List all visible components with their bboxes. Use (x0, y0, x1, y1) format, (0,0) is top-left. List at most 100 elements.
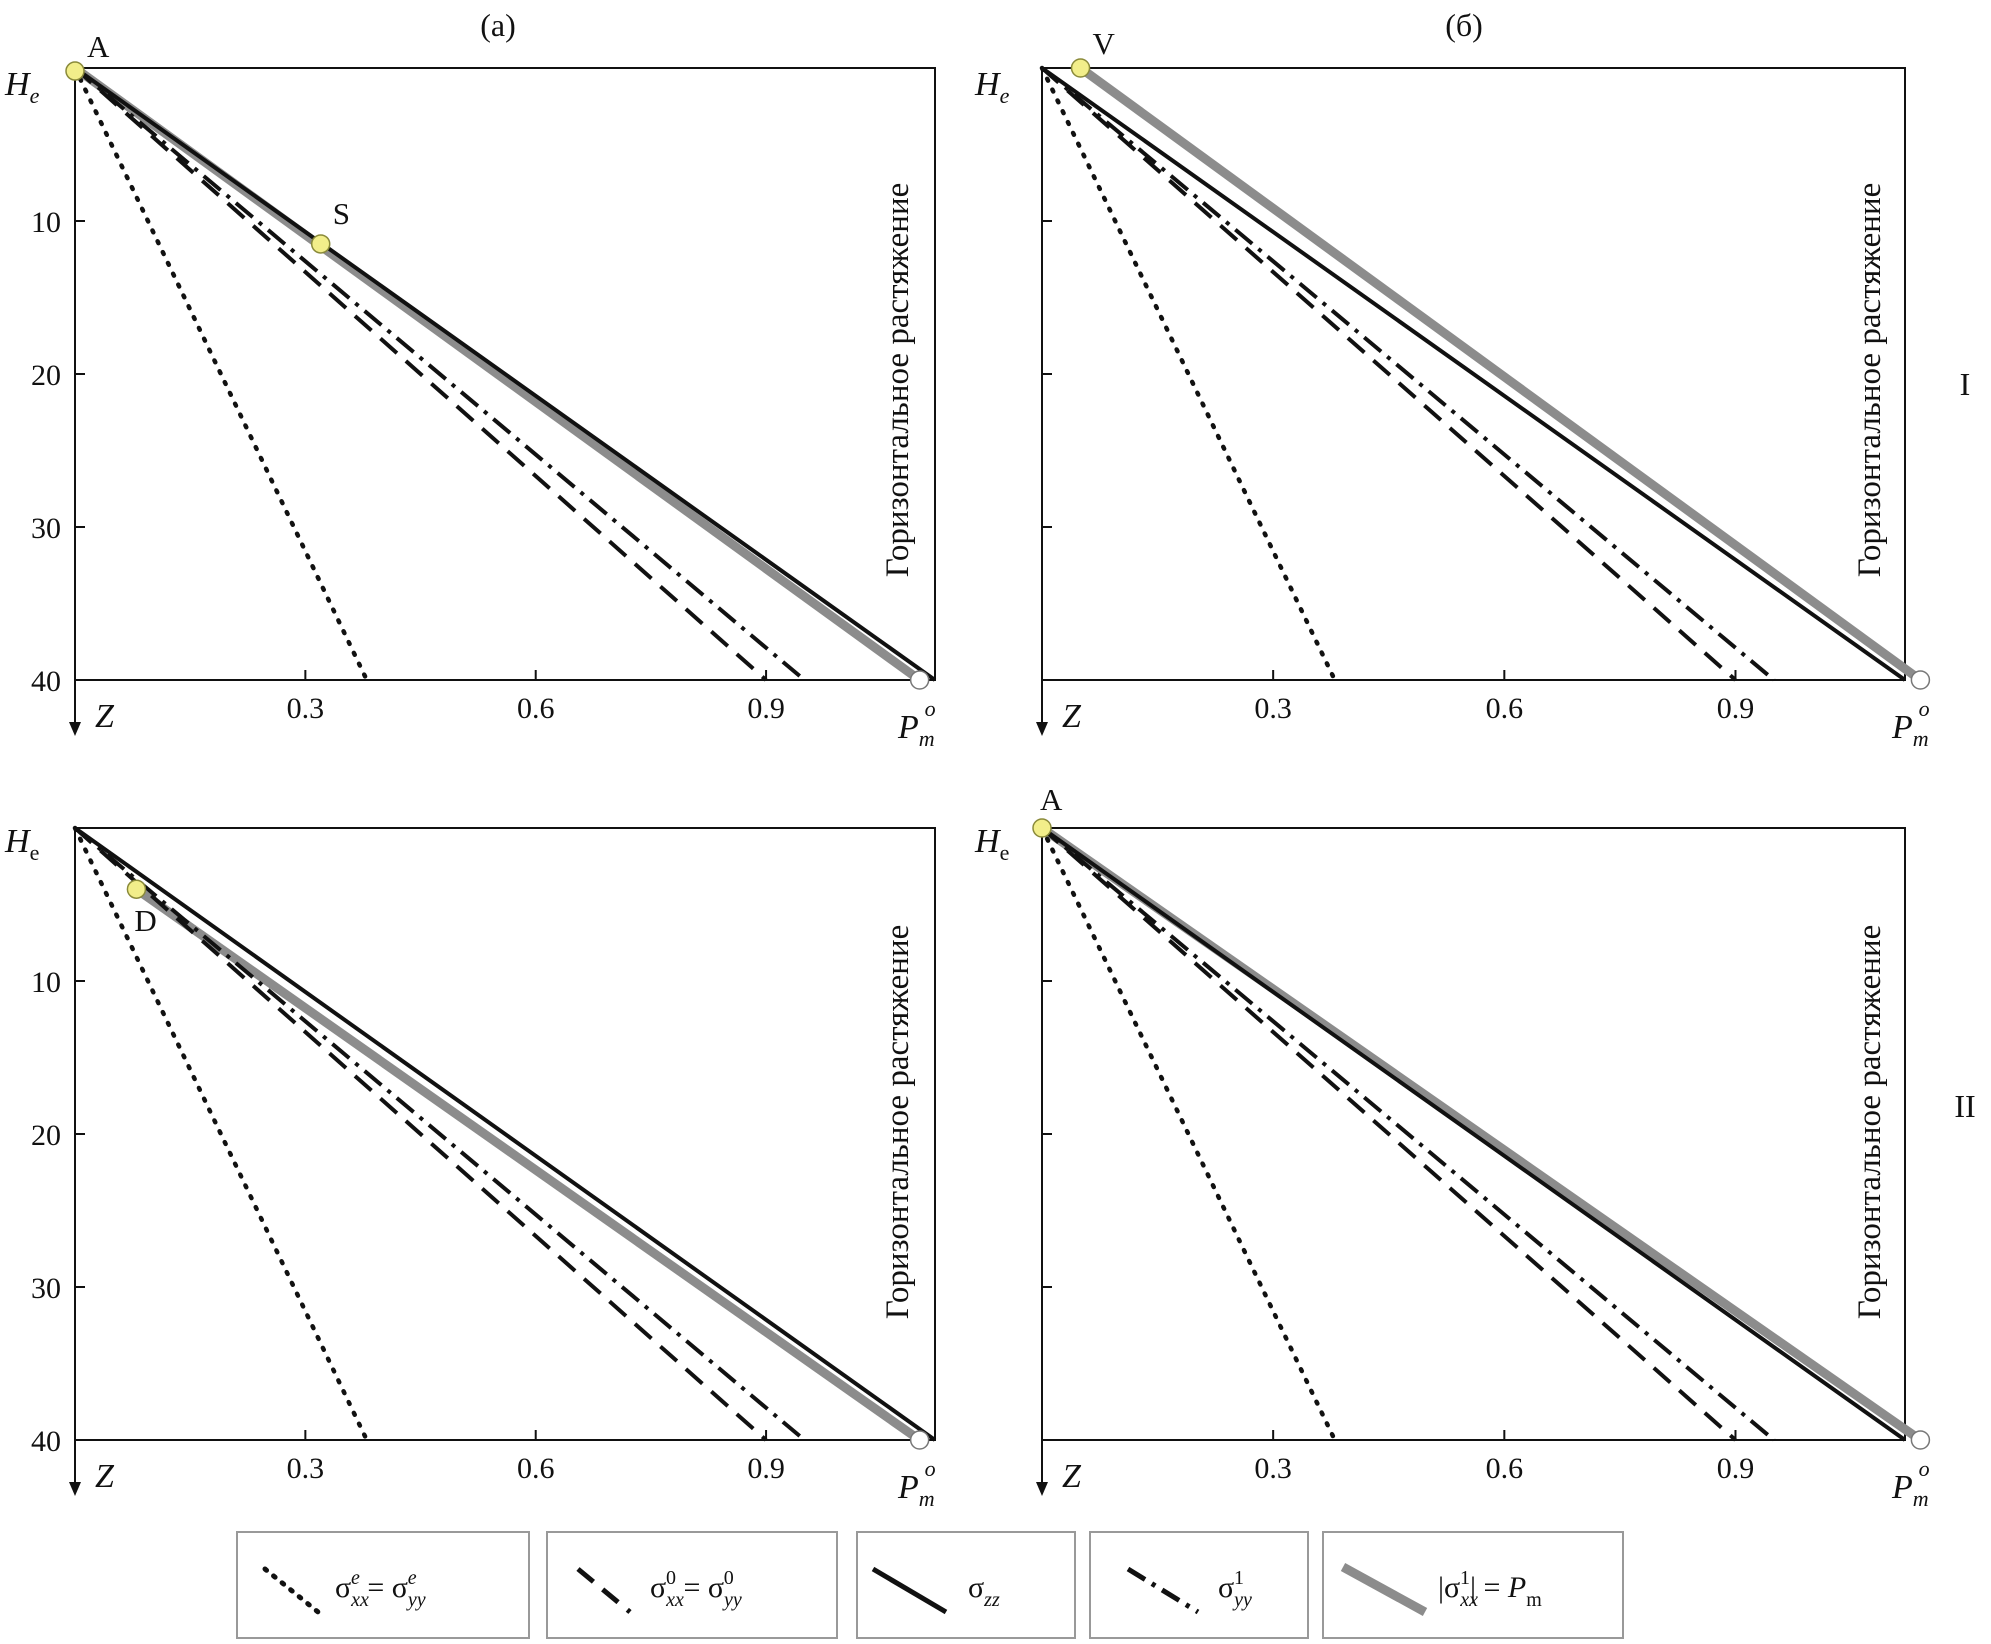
series-line-dashed (1040, 66, 1737, 682)
marker-layer: A (1032, 782, 1931, 1450)
legend-subsup: yy (406, 1589, 426, 1611)
z-axis-label: Z (95, 698, 115, 735)
y-tick-label: 30 (31, 1272, 61, 1305)
marker-layer: AS (65, 29, 930, 690)
legend-text-part: P (1507, 1571, 1526, 1604)
he-label: He (4, 823, 39, 865)
y-tick-label: 20 (31, 1119, 61, 1152)
legend-box (1089, 1531, 1309, 1639)
he-label: He (4, 66, 40, 108)
legend-subsup: 1 (1460, 1567, 1470, 1589)
legend-subsup: 1 (1234, 1567, 1244, 1589)
pm-superscript: o (1919, 1456, 1930, 1481)
series-line-solid (73, 826, 937, 1442)
pm-symbol: P (1891, 709, 1913, 746)
series-layer (72, 64, 937, 684)
x-tick-label: 0.6 (517, 692, 555, 725)
x-tick-label: 0.6 (1486, 692, 1524, 725)
z-axis-arrowhead (1036, 1482, 1048, 1496)
legend-swatch-solid (871, 1566, 948, 1615)
he-label: He (974, 823, 1009, 865)
legend-text-part: = σ (676, 1571, 724, 1604)
legend-swatch-dashed (576, 1567, 632, 1614)
y-tick-label: 10 (31, 206, 61, 239)
series-layer (1039, 824, 1923, 1444)
series-line-gray (133, 885, 923, 1444)
horizontal-stretching-text: Горизонтальное растяжение (1852, 925, 1888, 1320)
pm-label: Pmo (1891, 696, 1930, 751)
x-tick-label: 0.9 (747, 1452, 785, 1485)
legend-box (856, 1531, 1076, 1639)
series-layer (1039, 64, 1924, 684)
open-end-marker (909, 1430, 930, 1450)
legend-subsup: xx (1459, 1589, 1478, 1611)
y-ticks (1042, 220, 1052, 681)
pm-label: Pmo (1891, 1456, 1930, 1511)
series-line-dashed (73, 826, 768, 1442)
legend-item-dashed: σxx0 = σyy0 (546, 1531, 838, 1639)
pm-superscript: o (1919, 696, 1930, 721)
series-line-dashed (1040, 826, 1737, 1442)
open-end-marker (909, 670, 930, 690)
legend-swatch-dotted (262, 1566, 321, 1615)
he-subscript: e (1000, 840, 1010, 865)
x-tick-label: 0.9 (1717, 1452, 1755, 1485)
series-line-dashdot (1040, 826, 1776, 1442)
row-label-1: I (1960, 366, 1971, 402)
legend-label-dotted: σxxe = σyye (335, 1567, 426, 1611)
y-tick-label: 20 (31, 359, 61, 392)
series-line-dashdot (1040, 66, 1776, 682)
x-tick-label: 0.9 (747, 692, 785, 725)
legend-subsup: e (351, 1567, 360, 1589)
open-end-marker (1910, 670, 1931, 690)
z-axis-label: Z (95, 1458, 115, 1495)
pm-subscript: m (919, 1486, 935, 1511)
point-marker-v (1070, 58, 1091, 78)
z-axis-arrowhead (1036, 722, 1048, 736)
he-subscript: e (1000, 83, 1010, 108)
point-marker-a (65, 61, 85, 81)
series-line-dotted (72, 65, 370, 683)
horizontal-stretching-text: Горизонтальное растяжение (1852, 183, 1888, 578)
x-tick-label: 0.3 (1254, 692, 1292, 725)
series-line-dashdot (73, 826, 806, 1442)
x-tick-label: 0.3 (1254, 1452, 1292, 1485)
legend-label-dashed: σxx0 = σyy0 (650, 1567, 742, 1611)
he-symbol: H (4, 823, 32, 860)
series-line-dotted (72, 825, 370, 1443)
point-marker-s (310, 234, 331, 254)
y-tick-label: 30 (31, 512, 61, 545)
y-ticks (1042, 980, 1052, 1441)
point-label-d: D (134, 903, 156, 938)
x-tick-label: 0.9 (1717, 692, 1755, 725)
series-line-dotted (1039, 65, 1338, 683)
he-symbol: H (4, 66, 32, 103)
panel-3: Z He Pmo Горизонтальное растяжение 0.3 0.… (4, 823, 937, 1511)
series-line-dotted (1039, 825, 1338, 1443)
horizontal-stretching-text: Горизонтальное растяжение (880, 183, 916, 578)
y-tick-label: 40 (31, 1425, 61, 1458)
series-line-solid (1040, 66, 1907, 682)
legend-subsup: yy (1232, 1589, 1252, 1611)
marker-layer: V (1070, 26, 1931, 690)
he-label: He (974, 66, 1010, 108)
panel-title-b: (б) (1445, 7, 1483, 43)
pm-superscript: o (925, 1456, 936, 1481)
z-axis-arrowhead (69, 722, 81, 736)
legend: σxxe = σyye σxx0 = σyy0 σzz σyy1 |σxx1| … (236, 1531, 1624, 1639)
legend-subsup: m (1526, 1589, 1542, 1611)
legend-subsup: xx (350, 1589, 369, 1611)
panel-1: Z He Pmo Горизонтальное растяжение 0.3 0.… (4, 29, 937, 751)
y-tick-label: 40 (31, 665, 61, 698)
legend-subsup: e (408, 1567, 417, 1589)
open-end-marker (1910, 1430, 1931, 1450)
z-axis-label: Z (1062, 698, 1082, 735)
he-subscript: e (30, 840, 40, 865)
legend-text-part: | = (1470, 1571, 1508, 1604)
y-ticks: 10 20 30 40 (31, 206, 85, 698)
he-subscript: e (30, 83, 40, 108)
pm-symbol: P (897, 1469, 919, 1506)
panel-4: Z He Pmo Горизонтальное растяжение 0.3 0.… (974, 782, 1931, 1511)
x-tick-label: 0.3 (287, 692, 325, 725)
